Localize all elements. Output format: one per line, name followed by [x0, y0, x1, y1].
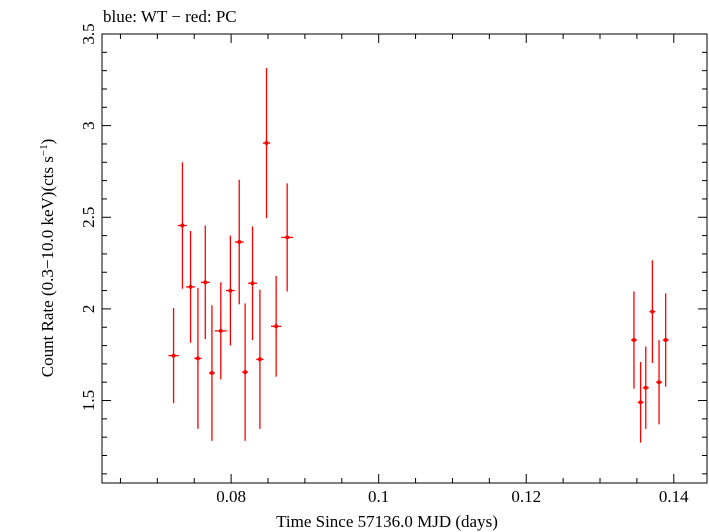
data-point	[281, 183, 294, 292]
data-point	[186, 231, 195, 343]
data-marker	[257, 357, 262, 362]
data-marker	[285, 235, 290, 240]
y-tick-label: 2.5	[79, 207, 98, 228]
data-marker	[663, 338, 668, 343]
data-marker	[250, 281, 255, 286]
plot-frame	[101, 33, 708, 484]
y-tick-label: 2	[79, 305, 98, 314]
data-point	[194, 287, 202, 429]
data-point	[208, 305, 215, 441]
data-point	[270, 275, 282, 377]
y-axis-label-superscript: −1	[38, 144, 50, 156]
data-point	[214, 282, 227, 380]
x-axis-label: Time Since 57136.0 MJD (days)	[276, 512, 498, 531]
data-point	[225, 235, 235, 346]
x-axis: 0.08 0.1 0.12 0.14	[119, 34, 689, 506]
data-marker	[203, 280, 208, 285]
data-marker	[218, 328, 223, 333]
data-point	[637, 362, 644, 443]
data-point	[242, 303, 249, 441]
chart-title: blue: WT − red: PC	[103, 7, 237, 26]
data-point	[200, 225, 210, 340]
y-tick-label: 1.5	[79, 390, 98, 411]
data-point	[631, 291, 637, 389]
data-point	[177, 162, 187, 289]
y-axis-label: Count Rate (0.3−10.0 keV)(cts s−1)	[38, 139, 57, 378]
data-marker	[243, 370, 248, 375]
data-point	[642, 346, 649, 429]
data-marker	[631, 338, 636, 343]
data-marker	[237, 240, 242, 245]
data-point	[256, 289, 264, 429]
data-marker	[638, 400, 643, 405]
x-tick-label: 0.1	[368, 487, 389, 506]
data-point	[234, 179, 244, 305]
data-point	[656, 340, 662, 425]
data-marker	[643, 385, 648, 390]
y-tick-label: 3.5	[79, 23, 98, 44]
data-point	[168, 307, 179, 404]
data-point	[248, 226, 257, 341]
data-marker	[195, 356, 200, 361]
data-point	[262, 67, 271, 219]
data-point	[662, 293, 669, 387]
x-tick-label: 0.14	[659, 487, 689, 506]
data-marker	[264, 141, 269, 146]
data-marker	[228, 288, 233, 293]
data-marker	[650, 309, 655, 314]
data-points	[168, 67, 669, 443]
y-axis: 1.5 2 2.5 3 3.5	[79, 23, 707, 475]
y-axis-label-main: Count Rate (0.3−10.0 keV)(cts s	[38, 156, 57, 377]
data-marker	[180, 223, 185, 228]
y-axis-label-tail: )	[38, 139, 57, 145]
data-marker	[171, 353, 176, 358]
data-point	[649, 260, 656, 363]
x-tick-label: 0.08	[216, 487, 246, 506]
x-tick-label: 0.12	[511, 487, 541, 506]
data-marker	[188, 284, 193, 289]
y-tick-label: 3	[79, 121, 98, 130]
data-marker	[274, 324, 279, 329]
data-marker	[657, 380, 662, 385]
data-marker	[209, 371, 214, 376]
